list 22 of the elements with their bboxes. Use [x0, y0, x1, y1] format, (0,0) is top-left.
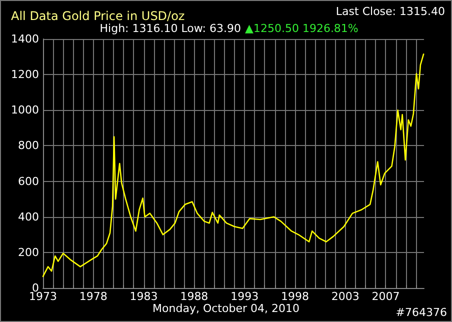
y-tick-label: 1200 — [11, 68, 39, 82]
x-tick-label: 1988 — [180, 290, 208, 303]
x-tick-label: 1978 — [79, 290, 108, 303]
y-tick-label: 800 — [18, 139, 39, 152]
text: Monday, October 04, 2010 — [152, 302, 300, 315]
line-series — [42, 53, 424, 278]
text: #764376 — [396, 306, 447, 319]
text: High: 1316.10 Low: 63.90 — [100, 22, 241, 35]
y-tick-label: 600 — [18, 174, 39, 188]
text: Last Close: 1315.40 — [336, 5, 445, 18]
y-tick-label: 1000 — [11, 104, 39, 117]
y-tick-label: 400 — [18, 210, 39, 224]
x-tick-label: 1973 — [29, 290, 57, 303]
text: ▲1250.50 1926.81% — [245, 22, 358, 35]
chart-title: All Data Gold Price in USD/oz — [11, 9, 185, 23]
x-tick-label: 2007 — [372, 290, 400, 303]
y-tick-label: 1400 — [11, 32, 39, 46]
x-tick-label: 1998 — [280, 290, 309, 303]
x-tick-label: 2003 — [331, 290, 360, 303]
x-tick-label: 1993 — [230, 290, 259, 303]
y-tick-label: 200 — [18, 246, 39, 259]
x-tick-label: 1983 — [130, 290, 158, 303]
